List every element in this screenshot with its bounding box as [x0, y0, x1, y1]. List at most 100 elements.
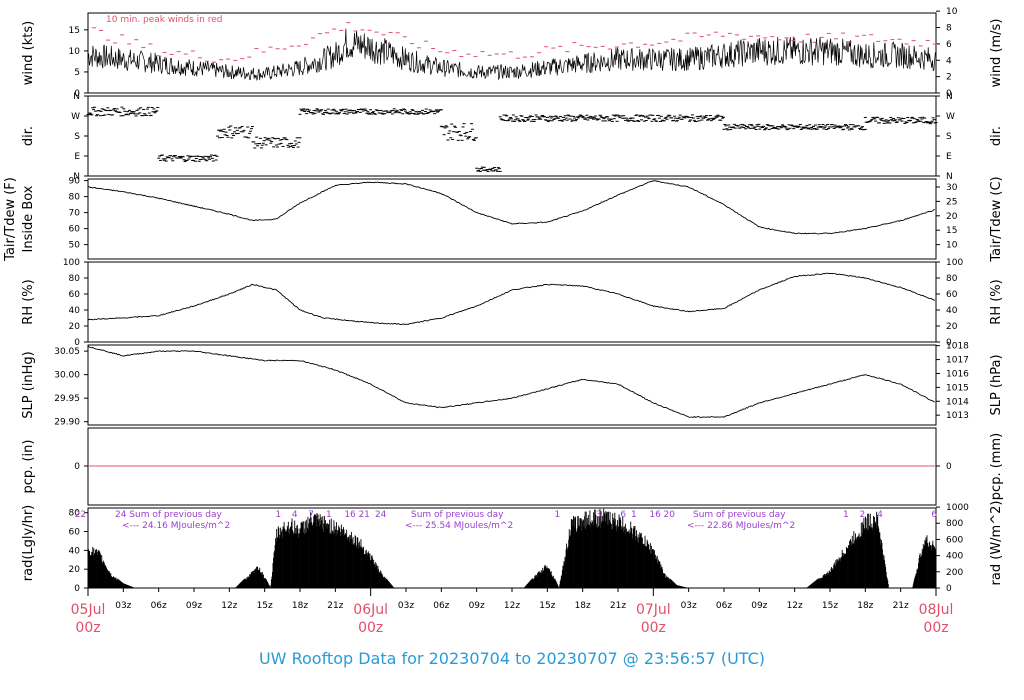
rh-left-tick-label-3: 60: [69, 290, 81, 300]
rh-ylabel-right: RH (%): [989, 279, 1004, 324]
pcp-ylabel-right: pcp. (mm): [989, 433, 1004, 500]
temp-left-tick-label-0: 50: [69, 241, 81, 251]
temp-frame: [87, 178, 937, 260]
temp-left-tick-label-4: 90: [69, 177, 81, 187]
x-day-label-date-3: 08Jul: [919, 602, 954, 618]
x-tick-label-12: 18z: [575, 601, 591, 611]
x-tick-label-9: 09z: [469, 601, 485, 611]
rh-right-tick-label-2: 40: [946, 306, 958, 316]
x-tick-label-14: 03z: [681, 601, 697, 611]
rad-right-tick-label-0: 0: [946, 584, 952, 594]
dir-right-tick-label-2: S: [946, 132, 952, 142]
wind-left-tick-label-3: 15: [69, 26, 80, 36]
dir-frame: [87, 95, 937, 177]
rad-ylabel-right: rad (W/m^2): [989, 501, 1004, 586]
dir-left-tick-label-3: W: [71, 112, 80, 122]
wind-left-tick-label-1: 5: [74, 68, 80, 78]
rad-left-tick-label-2: 40: [69, 546, 81, 556]
slp-right-tick-label-2: 1015: [946, 383, 969, 393]
slp-ylabel-right: SLP (hPa): [989, 354, 1004, 415]
rad-hour-marker: 2: [860, 510, 866, 520]
rh-right-tick-label-5: 100: [946, 258, 963, 268]
rad-hour-marker: 4: [292, 510, 298, 520]
slp-right-tick-label-0: 1013: [946, 411, 969, 421]
x-tick-label-0: 03z: [115, 601, 131, 611]
rad-right-tick-label-5: 1000: [946, 503, 969, 513]
slp-right-tick-label-3: 1016: [946, 369, 969, 379]
slp-frame: [87, 344, 937, 426]
dir-right-tick-label-0: N: [946, 172, 953, 182]
temp-right-tick-label-0: 10: [946, 241, 958, 251]
rad-right-tick-label-1: 200: [946, 568, 963, 578]
rad-left-tick-label-3: 60: [69, 528, 81, 538]
x-tick-label-7: 03z: [398, 601, 414, 611]
rh-right-tick-label-1: 20: [946, 322, 958, 332]
rh-left-tick-label-4: 80: [69, 274, 81, 284]
x-tick-label-5: 18z: [292, 601, 308, 611]
dir-right-tick-label-1: E: [946, 152, 952, 162]
slp-right-tick-label-4: 1017: [946, 356, 969, 366]
wind-right-tick-label-3: 6: [946, 40, 952, 50]
rad-hour-marker: 1: [843, 510, 849, 520]
footer-title: UW Rooftop Data for 20230704 to 20230707…: [259, 649, 765, 668]
rh-left-tick-label-2: 40: [69, 306, 81, 316]
x-tick-label-15: 06z: [716, 601, 732, 611]
temp-ylabel-left-1: Tair/Tdew (F): [3, 177, 18, 262]
rad-hour-marker: 7: [308, 510, 314, 520]
wind-right-tick-label-1: 2: [946, 73, 952, 83]
wind-frame: [87, 12, 937, 94]
slp-right-tick-label-1: 1014: [946, 397, 969, 407]
rh-right-tick-label-4: 80: [946, 274, 958, 284]
rad-hour-marker: 4: [877, 510, 883, 520]
rh-right-tick-label-0: 0: [946, 338, 952, 348]
dir-right-tick-label-4: N: [946, 92, 953, 102]
rad-left-tick-label-0: 0: [74, 584, 80, 594]
rh-frame: [87, 261, 937, 343]
wind-speed-series: [87, 28, 936, 81]
pcp-ylabel-left: pcp. (in): [21, 440, 36, 494]
rad-right-tick-label-3: 600: [946, 535, 963, 545]
x-day-label-date-1: 06Jul: [353, 602, 388, 618]
x-tick-label-16: 09z: [751, 601, 767, 611]
rad-frame: [87, 507, 937, 589]
wind-left-tick-label-2: 10: [69, 47, 81, 57]
rad-hour-marker: 1: [326, 510, 332, 520]
slp-left-tick-label-3: 30.05: [54, 347, 80, 357]
temp-left-tick-label-2: 70: [69, 209, 81, 219]
pcp-right-tick-label-0: 0: [946, 462, 952, 472]
x-day-label-date-0: 05Jul: [71, 602, 106, 618]
x-tick-label-3: 12z: [221, 601, 237, 611]
slp-ylabel-left: SLP (inHg): [21, 351, 36, 419]
dir-right-tick-label-3: W: [946, 112, 955, 122]
rad-left-tick-label-4: 80: [69, 509, 81, 519]
x-tick-label-1: 06z: [151, 601, 167, 611]
x-tick-label-6: 21z: [327, 601, 343, 611]
dir-left-tick-label-0: N: [73, 172, 80, 182]
rad-hour-marker: 6: [620, 510, 626, 520]
x-tick-label-17: 12z: [787, 601, 803, 611]
x-axis: 03z 06z 09z 12z 15z 18z 21z 03z 06z 09z 12z 15z 18z 2…: [71, 588, 954, 636]
rad-series: [87, 508, 936, 588]
temp-right-tick-label-3: 25: [946, 197, 957, 207]
wind-left-tick-label-0: 0: [74, 89, 80, 99]
slp-left-tick-label-1: 29.95: [54, 394, 80, 404]
rad-hour-marker: 1: [631, 510, 637, 520]
panel-pcp: 0 0 pcp. (in) pcp. (mm): [21, 427, 1004, 506]
panel-slp: 29.90 29.95 30.00 30.05 1013 1014 1015 1016 1017…: [21, 342, 1004, 428]
temp-left-tick-label-1: 60: [69, 225, 81, 235]
temp-right-tick-label-4: 30: [946, 183, 958, 193]
rh-right-tick-label-3: 60: [946, 290, 958, 300]
x-tick-label-18: 15z: [822, 601, 838, 611]
x-tick-label-4: 15z: [257, 601, 273, 611]
direction-series: [86, 106, 938, 173]
rad-hour-marker: 21: [358, 510, 369, 520]
panel-wind: 0 5 10 15 0 2 4 6 8 10 wind (kts) wind (m/s) 10 min.…: [21, 7, 1004, 99]
rad-sum-title-1: Sum of previous day: [411, 510, 504, 520]
rad-hour-marker: 16: [344, 510, 356, 520]
x-tick-label-2: 09z: [186, 601, 202, 611]
x-day-label-time-2: 00z: [641, 620, 666, 636]
rh-left-tick-label-1: 20: [69, 322, 81, 332]
slp-right-tick-label-5: 1018: [946, 342, 969, 352]
